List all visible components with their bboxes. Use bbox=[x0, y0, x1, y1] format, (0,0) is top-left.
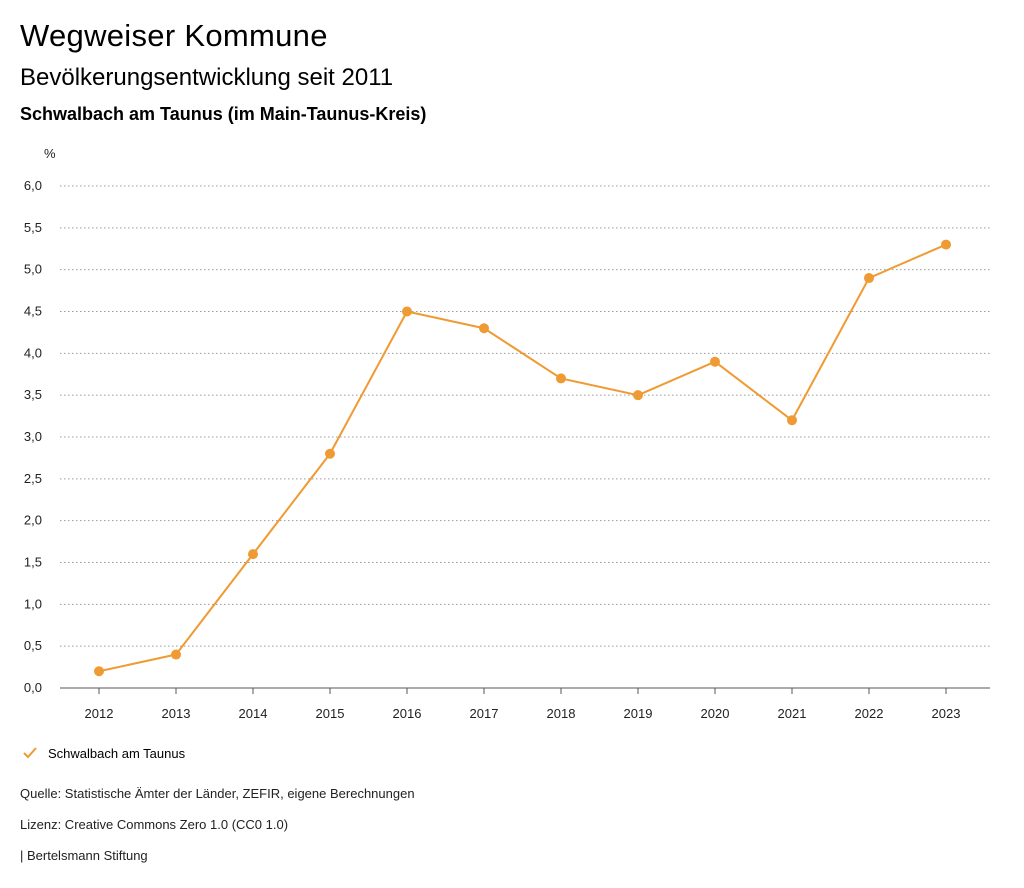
data-point[interactable] bbox=[556, 373, 566, 384]
legend-item[interactable]: Schwalbach am Taunus bbox=[22, 745, 185, 761]
y-axis-ticks: 0,0 0,5 1,0 1,5 2,0 2,5 3,0 3,5 4,0 4,5 5,0 5,5 6,0 bbox=[24, 178, 42, 695]
region-label: Schwalbach am Taunus (im Main-Taunus-Kre… bbox=[20, 104, 427, 124]
x-tick-label: 2013 bbox=[162, 706, 191, 721]
data-point[interactable] bbox=[325, 448, 335, 459]
data-point[interactable] bbox=[248, 549, 258, 560]
data-point[interactable] bbox=[479, 323, 489, 334]
checkmark-icon bbox=[23, 747, 37, 759]
y-tick-label: 3,0 bbox=[24, 429, 42, 444]
x-tick-label: 2017 bbox=[470, 706, 499, 721]
y-tick-label: 4,0 bbox=[24, 345, 42, 360]
y-tick-label: 5,0 bbox=[24, 262, 42, 277]
x-tick-label: 2022 bbox=[855, 706, 884, 721]
x-tick-label: 2023 bbox=[932, 706, 961, 721]
license-note: Lizenz: Creative Commons Zero 1.0 (CC0 1… bbox=[20, 817, 289, 832]
data-point[interactable] bbox=[787, 415, 797, 426]
x-tick-label: 2012 bbox=[85, 706, 114, 721]
y-tick-label: 0,5 bbox=[24, 638, 42, 653]
data-point[interactable] bbox=[864, 273, 874, 284]
series-line bbox=[98, 243, 947, 673]
y-tick-label: 0,0 bbox=[24, 680, 42, 695]
page-subtitle: Bevölkerungsentwicklung seit 2011 bbox=[20, 64, 394, 91]
x-tick-label: 2020 bbox=[701, 706, 730, 721]
source-note: Quelle: Statistische Ämter der Länder, Z… bbox=[20, 786, 415, 801]
data-point[interactable] bbox=[171, 649, 181, 660]
y-tick-label: 2,0 bbox=[24, 513, 42, 528]
y-tick-label: 1,5 bbox=[24, 555, 42, 570]
y-tick-label: 5,5 bbox=[24, 220, 42, 235]
y-tick-label: 6,0 bbox=[24, 178, 42, 193]
x-tick-label: 2018 bbox=[547, 706, 576, 721]
x-tick-label: 2014 bbox=[239, 706, 268, 721]
x-tick-label: 2015 bbox=[316, 706, 345, 721]
y-tick-label: 2,5 bbox=[24, 471, 42, 486]
x-tick-label: 2019 bbox=[624, 706, 653, 721]
brand-note: | Bertelsmann Stiftung bbox=[20, 848, 148, 863]
data-point[interactable] bbox=[94, 666, 104, 677]
data-point[interactable] bbox=[710, 356, 720, 367]
series-group bbox=[94, 239, 951, 677]
data-point[interactable] bbox=[402, 306, 412, 317]
x-tick-label: 2021 bbox=[778, 706, 807, 721]
y-tick-label: 3,5 bbox=[24, 387, 42, 402]
data-point[interactable] bbox=[941, 239, 951, 250]
legend-label: Schwalbach am Taunus bbox=[48, 745, 186, 761]
x-axis: 2012 2013 2014 2015 2016 2017 2018 2019 2020 2021… bbox=[60, 687, 990, 721]
line-chart: 0,00,51,01,52,02,53,03,54,04,55,05,56,0 … bbox=[24, 178, 990, 721]
x-tick-label: 2016 bbox=[393, 706, 422, 721]
data-point[interactable] bbox=[633, 390, 643, 401]
y-tick-label: 4,5 bbox=[24, 304, 42, 319]
page-title: Wegweiser Kommune bbox=[20, 18, 328, 53]
y-axis-unit: % bbox=[44, 146, 56, 161]
grid-lines bbox=[60, 185, 990, 647]
y-tick-label: 1,0 bbox=[24, 596, 42, 611]
